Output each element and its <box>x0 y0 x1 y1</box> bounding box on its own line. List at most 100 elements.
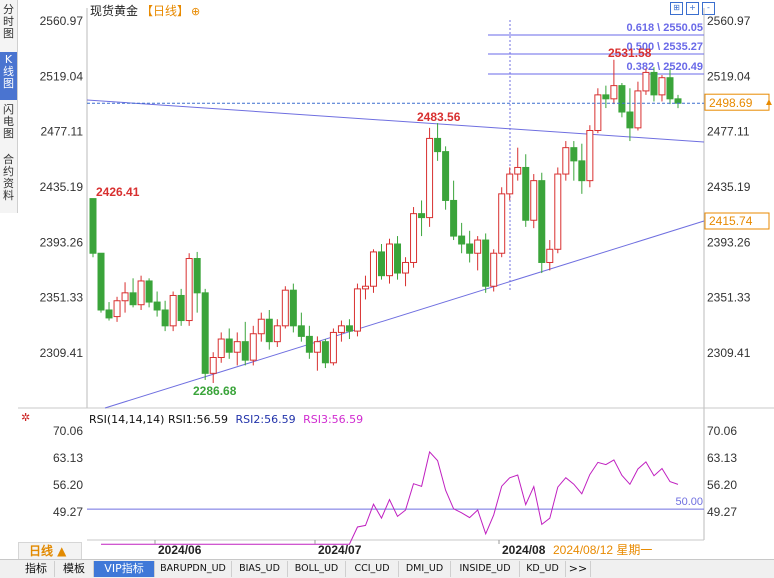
candle-body <box>249 333 257 361</box>
tab-more[interactable]: >> <box>566 561 591 577</box>
price-tick-left: 2477.11 <box>41 125 84 139</box>
tab-indicators[interactable]: 指标 <box>18 561 55 577</box>
settings-icon[interactable]: ✲ <box>21 411 31 424</box>
candle-body <box>506 173 514 195</box>
candle-body <box>273 325 281 343</box>
zoom-out-icon[interactable]: - <box>702 2 715 15</box>
candle-body <box>450 199 458 237</box>
candle-body <box>458 235 466 245</box>
candle-body <box>490 252 498 287</box>
rsi-tick-left: 70.06 <box>53 424 83 438</box>
rsi2-value: RSI2:56.59 <box>235 413 296 426</box>
fib-label: 0.618 \ 2550.05 <box>627 22 703 34</box>
candle-body <box>297 325 305 337</box>
candle-body <box>554 173 562 250</box>
candle-body <box>233 341 241 353</box>
candle-body <box>586 130 594 182</box>
candle-body <box>161 309 169 327</box>
candle-body <box>482 239 490 287</box>
candle-body <box>89 198 97 254</box>
candle-body <box>121 292 129 302</box>
candle-body <box>618 85 626 113</box>
candle-body <box>594 94 602 132</box>
candle-body <box>361 285 369 290</box>
price-tick-left: 2351.33 <box>40 291 84 305</box>
price-tick-left: 2309.41 <box>40 346 84 360</box>
tab-barupdn[interactable]: BARUPDN_UD <box>155 561 232 577</box>
candle-body <box>353 288 361 332</box>
candle-body <box>305 335 313 353</box>
price-tick-right: 2351.33 <box>707 291 751 305</box>
candle-body <box>402 261 410 274</box>
candle-body <box>514 166 522 175</box>
candle-body <box>217 338 225 359</box>
rsi-header: RSI(14,14,14) RSI1:56.59 RSI2:56.59 RSI3… <box>89 413 363 426</box>
candle-body <box>666 77 674 100</box>
candle-body <box>345 325 353 332</box>
expand-icon[interactable]: ⊞ <box>670 2 683 15</box>
candle-body <box>369 251 377 287</box>
rsi-tick-right: 63.13 <box>707 451 737 465</box>
candle-body <box>498 193 506 254</box>
target-icon[interactable]: ⊕ <box>191 5 201 18</box>
candle-body <box>634 90 642 129</box>
price-tick-left: 2519.04 <box>40 69 84 83</box>
candle-body <box>626 111 634 129</box>
candle-body <box>377 251 385 277</box>
sidebar-item-flash[interactable]: 闪电图 <box>3 103 14 140</box>
candle-body <box>418 213 426 219</box>
candle-body <box>337 325 345 333</box>
candle-body <box>570 147 578 162</box>
tab-cci[interactable]: CCI_UD <box>346 561 399 577</box>
rsi-line <box>101 450 679 545</box>
fib-label: 0.382 \ 2520.49 <box>627 61 703 73</box>
candle-body <box>257 318 265 335</box>
tab-dmi[interactable]: DMI_UD <box>399 561 451 577</box>
cursor-date-label: 2024/08/12 星期一 <box>553 543 652 557</box>
indicator-tabs: 指标 模板 VIP指标 BARUPDN_UD BIAS_UD BOLL_UD C… <box>0 559 774 578</box>
candle-body <box>434 137 442 153</box>
rsi-tick-left: 56.20 <box>53 478 83 492</box>
candle-body <box>410 213 418 263</box>
kline-chart[interactable]: 2560.97 2519.04 2477.11 2435.19 2393.26 2351.… <box>0 0 774 560</box>
tab-boll[interactable]: BOLL_UD <box>288 561 346 577</box>
candle-body <box>329 331 337 364</box>
period-tag: 【日线】 <box>141 4 190 18</box>
rsi-title: RSI(14,14,14) <box>89 413 165 426</box>
peak-price-label: 2531.58 <box>608 46 652 60</box>
rsi-tick-left: 63.13 <box>53 451 83 465</box>
candle-body <box>169 294 177 327</box>
price-tick-right: 2519.04 <box>707 69 751 83</box>
candle-body <box>578 160 586 182</box>
tab-templates[interactable]: 模板 <box>55 561 94 577</box>
sidebar-item-kline[interactable]: K线图 <box>0 52 17 100</box>
rsi-tick-right: 56.20 <box>707 478 737 492</box>
candle-body <box>177 294 185 322</box>
high-price-label: 2483.56 <box>417 110 461 124</box>
x-axis-label: 2024/06 <box>158 543 202 557</box>
candle-body <box>442 151 450 201</box>
candle-body <box>386 243 394 277</box>
tab-bias[interactable]: BIAS_UD <box>232 561 288 577</box>
price-tick-left: 2393.26 <box>40 235 84 249</box>
candle-body <box>97 252 105 311</box>
chart-title: 现货黄金 【日线】 ⊕ <box>90 2 200 19</box>
sidebar-item-contract-info[interactable]: 合约资料 <box>3 153 14 202</box>
candle-body <box>562 147 570 175</box>
candle-body <box>241 341 249 361</box>
x-axis-label: 2024/08 <box>502 543 546 557</box>
candle-body <box>538 180 546 263</box>
candle-body <box>289 289 297 327</box>
sidebar-item-timeshare[interactable]: 分时图 <box>3 3 14 40</box>
current-price-box <box>704 93 770 111</box>
candle-body <box>129 292 137 306</box>
tab-vip-indicators[interactable]: VIP指标 <box>94 561 155 577</box>
zoom-in-icon[interactable]: + <box>686 2 699 15</box>
price-arrow-icon: ▲ <box>764 97 774 108</box>
trendline-value-box <box>704 212 770 230</box>
candle-body <box>185 258 193 322</box>
low-price-label: 2286.68 <box>193 384 237 398</box>
tab-kd[interactable]: KD_UD <box>520 561 566 577</box>
tab-inside[interactable]: INSIDE_UD <box>451 561 520 577</box>
rsi1-value: RSI1:56.59 <box>167 413 229 426</box>
